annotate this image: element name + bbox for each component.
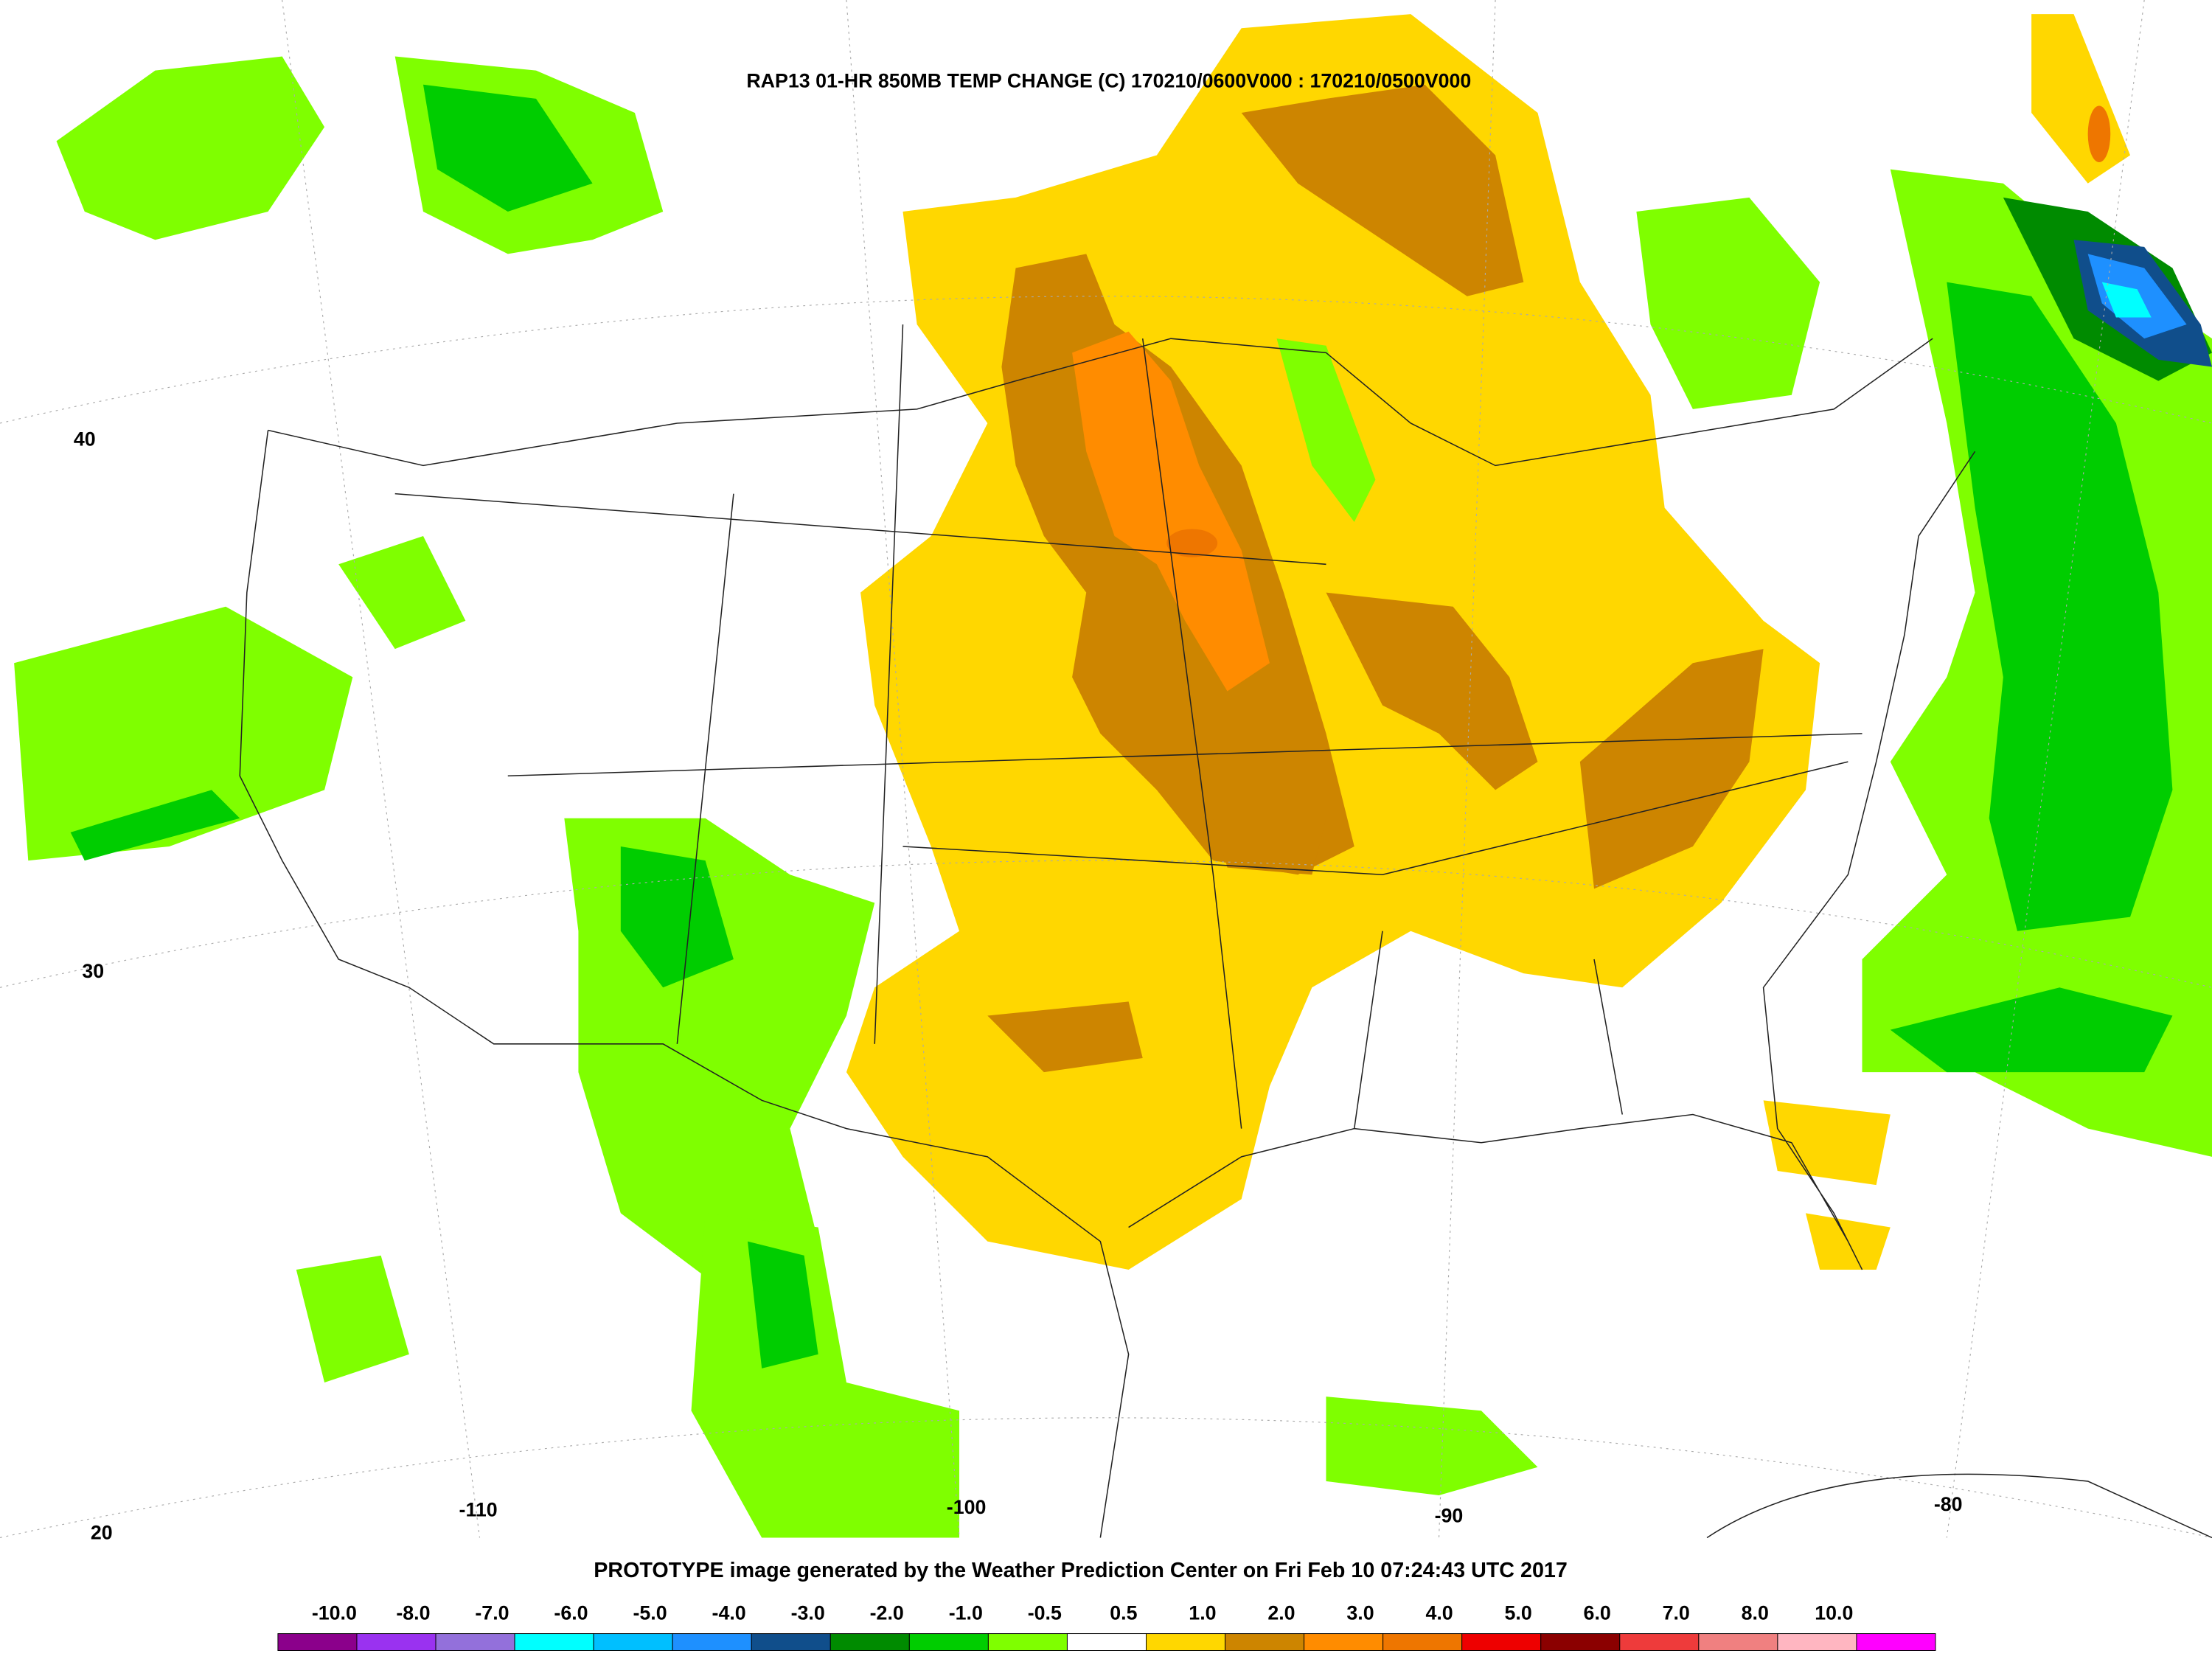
warm-core — [1579, 649, 1764, 889]
colorbar-swatch — [987, 1633, 1068, 1651]
colorbar-label: -3.0 — [791, 1601, 825, 1624]
latitude-label: 20 — [91, 1521, 113, 1543]
colorbar-swatch — [830, 1633, 910, 1651]
colorbar-swatch — [1382, 1633, 1463, 1651]
grid-line — [1946, 0, 2145, 1538]
warm-core — [1241, 84, 1524, 296]
grid-line — [282, 0, 481, 1538]
colorbar-label: -10.0 — [312, 1601, 357, 1624]
colorbar-label: 5.0 — [1505, 1601, 1532, 1624]
colorbar-swatch — [1856, 1633, 1936, 1651]
colorbar-label: 0.5 — [1110, 1601, 1137, 1624]
colorbar-swatch — [435, 1633, 515, 1651]
warm-core — [1326, 592, 1538, 790]
colorbar-swatch — [356, 1633, 437, 1651]
colorbar-label: 4.0 — [1425, 1601, 1453, 1624]
colorbar-swatch — [751, 1633, 831, 1651]
colorbar-label: -6.0 — [554, 1601, 588, 1624]
coastline — [1706, 1473, 2212, 1539]
state-border — [902, 761, 1848, 875]
warm-core — [987, 1001, 1143, 1073]
colorbar-label: -0.5 — [1028, 1601, 1062, 1624]
colorbar-swatch — [1698, 1633, 1778, 1651]
state-border — [507, 733, 1863, 777]
colorbar-swatch — [514, 1633, 594, 1651]
colorbar-label: -1.0 — [949, 1601, 983, 1624]
cool-core — [748, 1241, 818, 1368]
cold-core — [2101, 282, 2152, 318]
map-title: RAP13 01-HR 850MB TEMP CHANGE (C) 170210… — [746, 70, 1471, 92]
colorbar: -10.0 -8.0 -7.0 -6.0 -5.0 -4.0 -3.0 -2.0 -1.0 -0.… — [277, 1601, 1936, 1651]
longitude-label: -80 — [1934, 1493, 1963, 1515]
state-border — [676, 493, 734, 1044]
colorbar-swatch — [277, 1633, 358, 1651]
country-border — [268, 338, 1933, 467]
colorbar-swatch — [672, 1633, 752, 1651]
warm-peak — [2087, 105, 2111, 163]
warm-area — [2031, 14, 2131, 184]
coastline — [239, 430, 1130, 1538]
cool-area — [338, 536, 466, 650]
map-field — [14, 14, 2212, 1538]
cool-area — [1276, 338, 1376, 522]
cool-area — [1636, 197, 1820, 409]
cool-core — [1890, 987, 2173, 1073]
grid-line — [0, 1417, 2212, 1539]
colorbar-label: 7.0 — [1663, 1601, 1690, 1624]
warm-area — [1763, 1100, 1891, 1186]
colorbar-label: 1.0 — [1189, 1601, 1216, 1624]
state-border — [1593, 959, 1624, 1115]
colorbar-swatch — [1540, 1633, 1621, 1651]
colorbar-label: 10.0 — [1815, 1601, 1853, 1624]
colorbar-swatch — [1304, 1633, 1384, 1651]
cool-area — [691, 1213, 960, 1538]
warm-peak — [1072, 331, 1270, 692]
cool-area — [296, 1255, 409, 1382]
latitude-label: 30 — [82, 960, 104, 982]
state-border — [874, 324, 904, 1044]
cool-area — [1326, 1397, 1538, 1496]
colorbar-label: 3.0 — [1346, 1601, 1374, 1624]
state-border — [1141, 338, 1242, 1129]
colorbar-label: -2.0 — [870, 1601, 904, 1624]
colorbar-swatch — [1066, 1633, 1147, 1651]
colorbar-swatch — [1619, 1633, 1700, 1651]
colorbar-swatch — [593, 1633, 673, 1651]
warm-core — [1213, 818, 1326, 875]
borders — [239, 324, 2212, 1539]
longitude-label: -100 — [947, 1496, 987, 1518]
colorbar-label: 6.0 — [1584, 1601, 1611, 1624]
cool-core — [620, 846, 734, 988]
cool-core — [422, 84, 593, 212]
colorbar-swatch — [1777, 1633, 1857, 1651]
longitude-label: -90 — [1435, 1504, 1464, 1526]
cool-core — [1947, 282, 2173, 931]
coastline — [1128, 451, 1976, 1270]
warm-peak — [1166, 529, 1218, 557]
grid-line — [1438, 0, 1496, 1538]
cool-area — [14, 606, 353, 861]
colorbar-swatch — [1461, 1633, 1542, 1651]
colorbar-label: -4.0 — [712, 1601, 746, 1624]
colorbar-label: -7.0 — [475, 1601, 509, 1624]
latitude-label: 40 — [74, 428, 96, 451]
colorbar-swatch — [1146, 1633, 1226, 1651]
state-border — [1353, 931, 1383, 1129]
colorbar-label: -5.0 — [633, 1601, 667, 1624]
footer-note: PROTOTYPE image generated by the Weather… — [594, 1559, 1568, 1582]
colorbar-label: 2.0 — [1267, 1601, 1295, 1624]
colorbar-label: 8.0 — [1742, 1601, 1769, 1624]
colorbar-swatch — [1225, 1633, 1305, 1651]
colorbar-swatch — [908, 1633, 989, 1651]
graticule — [0, 0, 2212, 1539]
cool-area — [56, 56, 325, 240]
colorbar-label: -8.0 — [396, 1601, 430, 1624]
cool-core — [70, 790, 240, 861]
longitude-label: -110 — [459, 1499, 498, 1521]
